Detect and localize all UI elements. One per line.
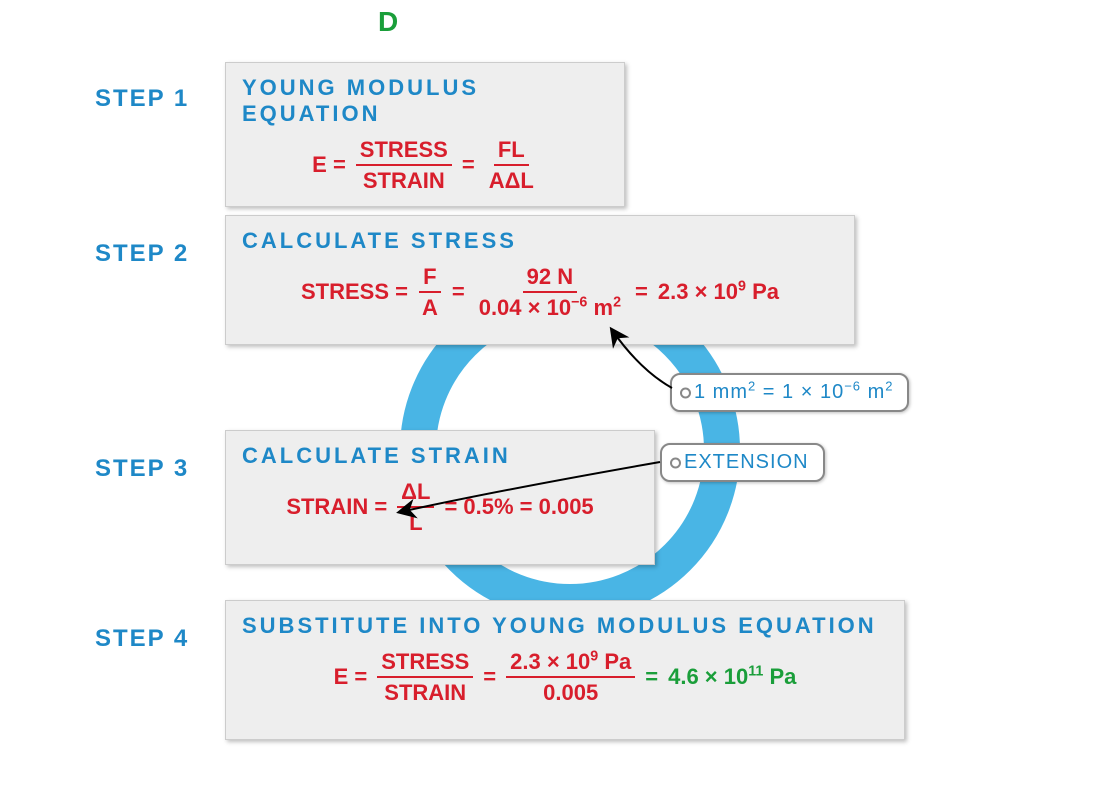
eq-lhs: STRAIN =	[286, 494, 387, 520]
equals: =	[645, 664, 658, 690]
step-4-title: SUBSTITUTE INTO YOUNG MODULUS EQUATION	[242, 613, 888, 639]
fraction-num: 2.3 × 109 Pa	[506, 649, 635, 678]
step-1-panel: YOUNG MODULUS EQUATION E = STRESS STRAIN…	[225, 62, 625, 207]
step-3-panel: CALCULATE STRAIN STRAIN = ΔL L = 0.5% = …	[225, 430, 655, 565]
step-4-label: STEP 4	[95, 625, 189, 653]
step-4-panel: SUBSTITUTE INTO YOUNG MODULUS EQUATION E…	[225, 600, 905, 740]
ans-sup: 11	[748, 664, 763, 680]
eq-sym-E: E =	[312, 152, 346, 178]
fraction-num: 92 N	[523, 264, 577, 293]
fraction-stress-strain: STRESS STRAIN	[356, 137, 452, 194]
equals: =	[452, 279, 465, 305]
equals: =	[635, 279, 648, 305]
step-2-panel: CALCULATE STRESS STRESS = F A = 92 N 0.0…	[225, 215, 855, 345]
den-pre: 0.04 × 10	[479, 295, 571, 320]
tag-sup: 2	[748, 378, 756, 393]
young-modulus-answer: 4.6 × 1011 Pa	[668, 664, 796, 690]
fraction-num: FL	[494, 137, 529, 166]
eq-lhs: STRESS =	[301, 279, 408, 305]
fraction-92n-area: 92 N 0.04 × 10−6 m2	[475, 264, 625, 321]
rhs-sup: 9	[738, 279, 746, 295]
tag-mid: = 1 × 10	[756, 381, 844, 403]
tag-pre: 1 mm	[694, 381, 748, 403]
step-1-title: YOUNG MODULUS EQUATION	[242, 75, 608, 127]
rhs-post: Pa	[746, 279, 779, 304]
step-3-label: STEP 3	[95, 455, 189, 483]
den-post: m	[587, 295, 613, 320]
fraction-num: ΔL	[397, 479, 434, 508]
tag-post: m	[861, 381, 885, 403]
rhs-pre: 2.3 × 10	[658, 279, 738, 304]
unit-conversion-tag: 1 mm2 = 1 × 10−6 m2	[670, 373, 909, 412]
tag-text: EXTENSION	[684, 451, 809, 473]
fraction-den: STRAIN	[359, 166, 449, 193]
strain-result: = 0.5% = 0.005	[444, 494, 593, 520]
fraction-den: L	[405, 508, 426, 535]
fraction-num: STRESS	[377, 649, 473, 678]
step-1-label: STEP 1	[95, 85, 189, 113]
den-sup2: 2	[613, 295, 621, 311]
fraction-num: F	[419, 264, 440, 293]
fraction-den: AΔL	[485, 166, 538, 193]
ans-pre: 4.6 × 10	[668, 664, 748, 689]
step-3-equation: STRAIN = ΔL L = 0.5% = 0.005	[242, 479, 638, 536]
extension-tag: EXTENSION	[660, 443, 825, 482]
equals: =	[483, 664, 496, 690]
step-1-equation: E = STRESS STRAIN = FL AΔL	[242, 137, 608, 194]
fraction-dl-l: ΔL L	[397, 479, 434, 536]
fraction-stress-strain: STRESS STRAIN	[377, 649, 473, 706]
stress-result: 2.3 × 109 Pa	[658, 279, 779, 305]
step-3-title: CALCULATE STRAIN	[242, 443, 638, 469]
ans-post: Pa	[763, 664, 796, 689]
tag-sup: −6	[844, 378, 861, 393]
fraction-den: STRAIN	[380, 678, 470, 705]
den-sup: −6	[571, 295, 587, 311]
fraction-value: 2.3 × 109 Pa 0.005	[506, 649, 635, 706]
eq-sym-E: E =	[334, 664, 368, 690]
step-2-label: STEP 2	[95, 240, 189, 268]
fraction-f-a: F A	[418, 264, 442, 321]
fraction-den: A	[418, 293, 442, 320]
step-2-equation: STRESS = F A = 92 N 0.04 × 10−6 m2 = 2.3…	[242, 264, 838, 321]
equals: =	[462, 152, 475, 178]
fraction-num: STRESS	[356, 137, 452, 166]
tag-sup: 2	[885, 378, 893, 393]
step-2-title: CALCULATE STRESS	[242, 228, 838, 254]
fraction-den: 0.005	[539, 678, 602, 705]
fraction-den: 0.04 × 10−6 m2	[475, 293, 625, 320]
answer-letter: D	[378, 6, 398, 38]
step-4-equation: E = STRESS STRAIN = 2.3 × 109 Pa 0.005 =…	[242, 649, 888, 706]
fraction-fl-adl: FL AΔL	[485, 137, 538, 194]
num-post: Pa	[598, 649, 631, 674]
num-pre: 2.3 × 10	[510, 649, 590, 674]
